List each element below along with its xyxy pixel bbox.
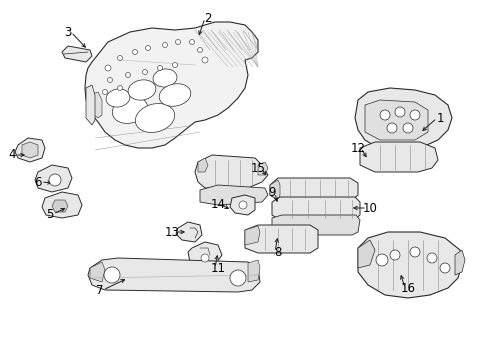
Circle shape — [105, 65, 111, 71]
Circle shape — [117, 55, 122, 60]
Polygon shape — [35, 165, 72, 192]
Text: 2: 2 — [204, 12, 211, 24]
Text: 13: 13 — [164, 225, 179, 238]
Circle shape — [239, 201, 246, 209]
Text: 11: 11 — [210, 261, 225, 274]
Circle shape — [386, 123, 396, 133]
Polygon shape — [62, 46, 92, 62]
Circle shape — [132, 49, 137, 54]
Polygon shape — [359, 142, 437, 172]
Polygon shape — [454, 250, 464, 275]
Text: 9: 9 — [268, 186, 275, 199]
Text: 16: 16 — [400, 282, 415, 294]
Polygon shape — [229, 195, 254, 215]
Text: 12: 12 — [350, 141, 365, 154]
Circle shape — [389, 250, 399, 260]
Polygon shape — [258, 162, 267, 175]
Circle shape — [439, 263, 449, 273]
Circle shape — [162, 42, 167, 48]
Text: 5: 5 — [46, 207, 54, 220]
Ellipse shape — [128, 80, 156, 100]
Ellipse shape — [135, 104, 174, 132]
Circle shape — [142, 69, 147, 75]
Polygon shape — [22, 142, 38, 158]
Text: 4: 4 — [8, 148, 16, 162]
Polygon shape — [354, 88, 451, 150]
Circle shape — [117, 85, 122, 90]
Circle shape — [409, 110, 419, 120]
Polygon shape — [88, 258, 260, 292]
Circle shape — [172, 63, 177, 68]
Circle shape — [145, 45, 150, 50]
Circle shape — [197, 48, 202, 53]
Polygon shape — [364, 100, 427, 140]
Circle shape — [125, 72, 130, 77]
Circle shape — [107, 77, 112, 82]
Ellipse shape — [106, 89, 130, 107]
Polygon shape — [271, 215, 359, 235]
Circle shape — [189, 40, 194, 45]
Polygon shape — [269, 178, 357, 200]
Polygon shape — [271, 197, 359, 220]
Polygon shape — [269, 180, 280, 200]
Polygon shape — [42, 192, 82, 218]
Circle shape — [379, 110, 389, 120]
Circle shape — [202, 57, 207, 63]
Polygon shape — [200, 185, 267, 205]
Polygon shape — [357, 240, 374, 268]
Circle shape — [201, 254, 208, 262]
Polygon shape — [357, 232, 461, 298]
Text: 8: 8 — [274, 246, 281, 258]
Circle shape — [175, 40, 180, 45]
Polygon shape — [195, 155, 267, 188]
Polygon shape — [86, 85, 95, 125]
Polygon shape — [90, 262, 105, 282]
Text: 15: 15 — [250, 162, 265, 175]
Circle shape — [394, 107, 404, 117]
Polygon shape — [52, 200, 68, 212]
Circle shape — [426, 253, 436, 263]
Polygon shape — [244, 226, 260, 245]
Text: 14: 14 — [210, 198, 225, 211]
Polygon shape — [187, 242, 222, 268]
Circle shape — [49, 174, 61, 186]
Polygon shape — [247, 260, 260, 282]
Circle shape — [229, 270, 245, 286]
Text: 1: 1 — [435, 112, 443, 125]
Ellipse shape — [112, 96, 147, 123]
Text: 3: 3 — [64, 26, 72, 39]
Circle shape — [375, 254, 387, 266]
Ellipse shape — [153, 69, 177, 87]
Polygon shape — [85, 22, 258, 148]
Polygon shape — [244, 225, 317, 253]
Polygon shape — [198, 158, 207, 172]
Text: 7: 7 — [96, 284, 103, 297]
Polygon shape — [176, 222, 202, 242]
Circle shape — [102, 90, 107, 94]
Ellipse shape — [159, 84, 190, 106]
Text: 6: 6 — [34, 175, 41, 189]
Circle shape — [104, 267, 120, 283]
Text: 10: 10 — [362, 202, 377, 215]
Polygon shape — [15, 138, 45, 162]
Polygon shape — [90, 92, 102, 118]
Circle shape — [157, 66, 162, 71]
Circle shape — [402, 123, 412, 133]
Circle shape — [409, 247, 419, 257]
